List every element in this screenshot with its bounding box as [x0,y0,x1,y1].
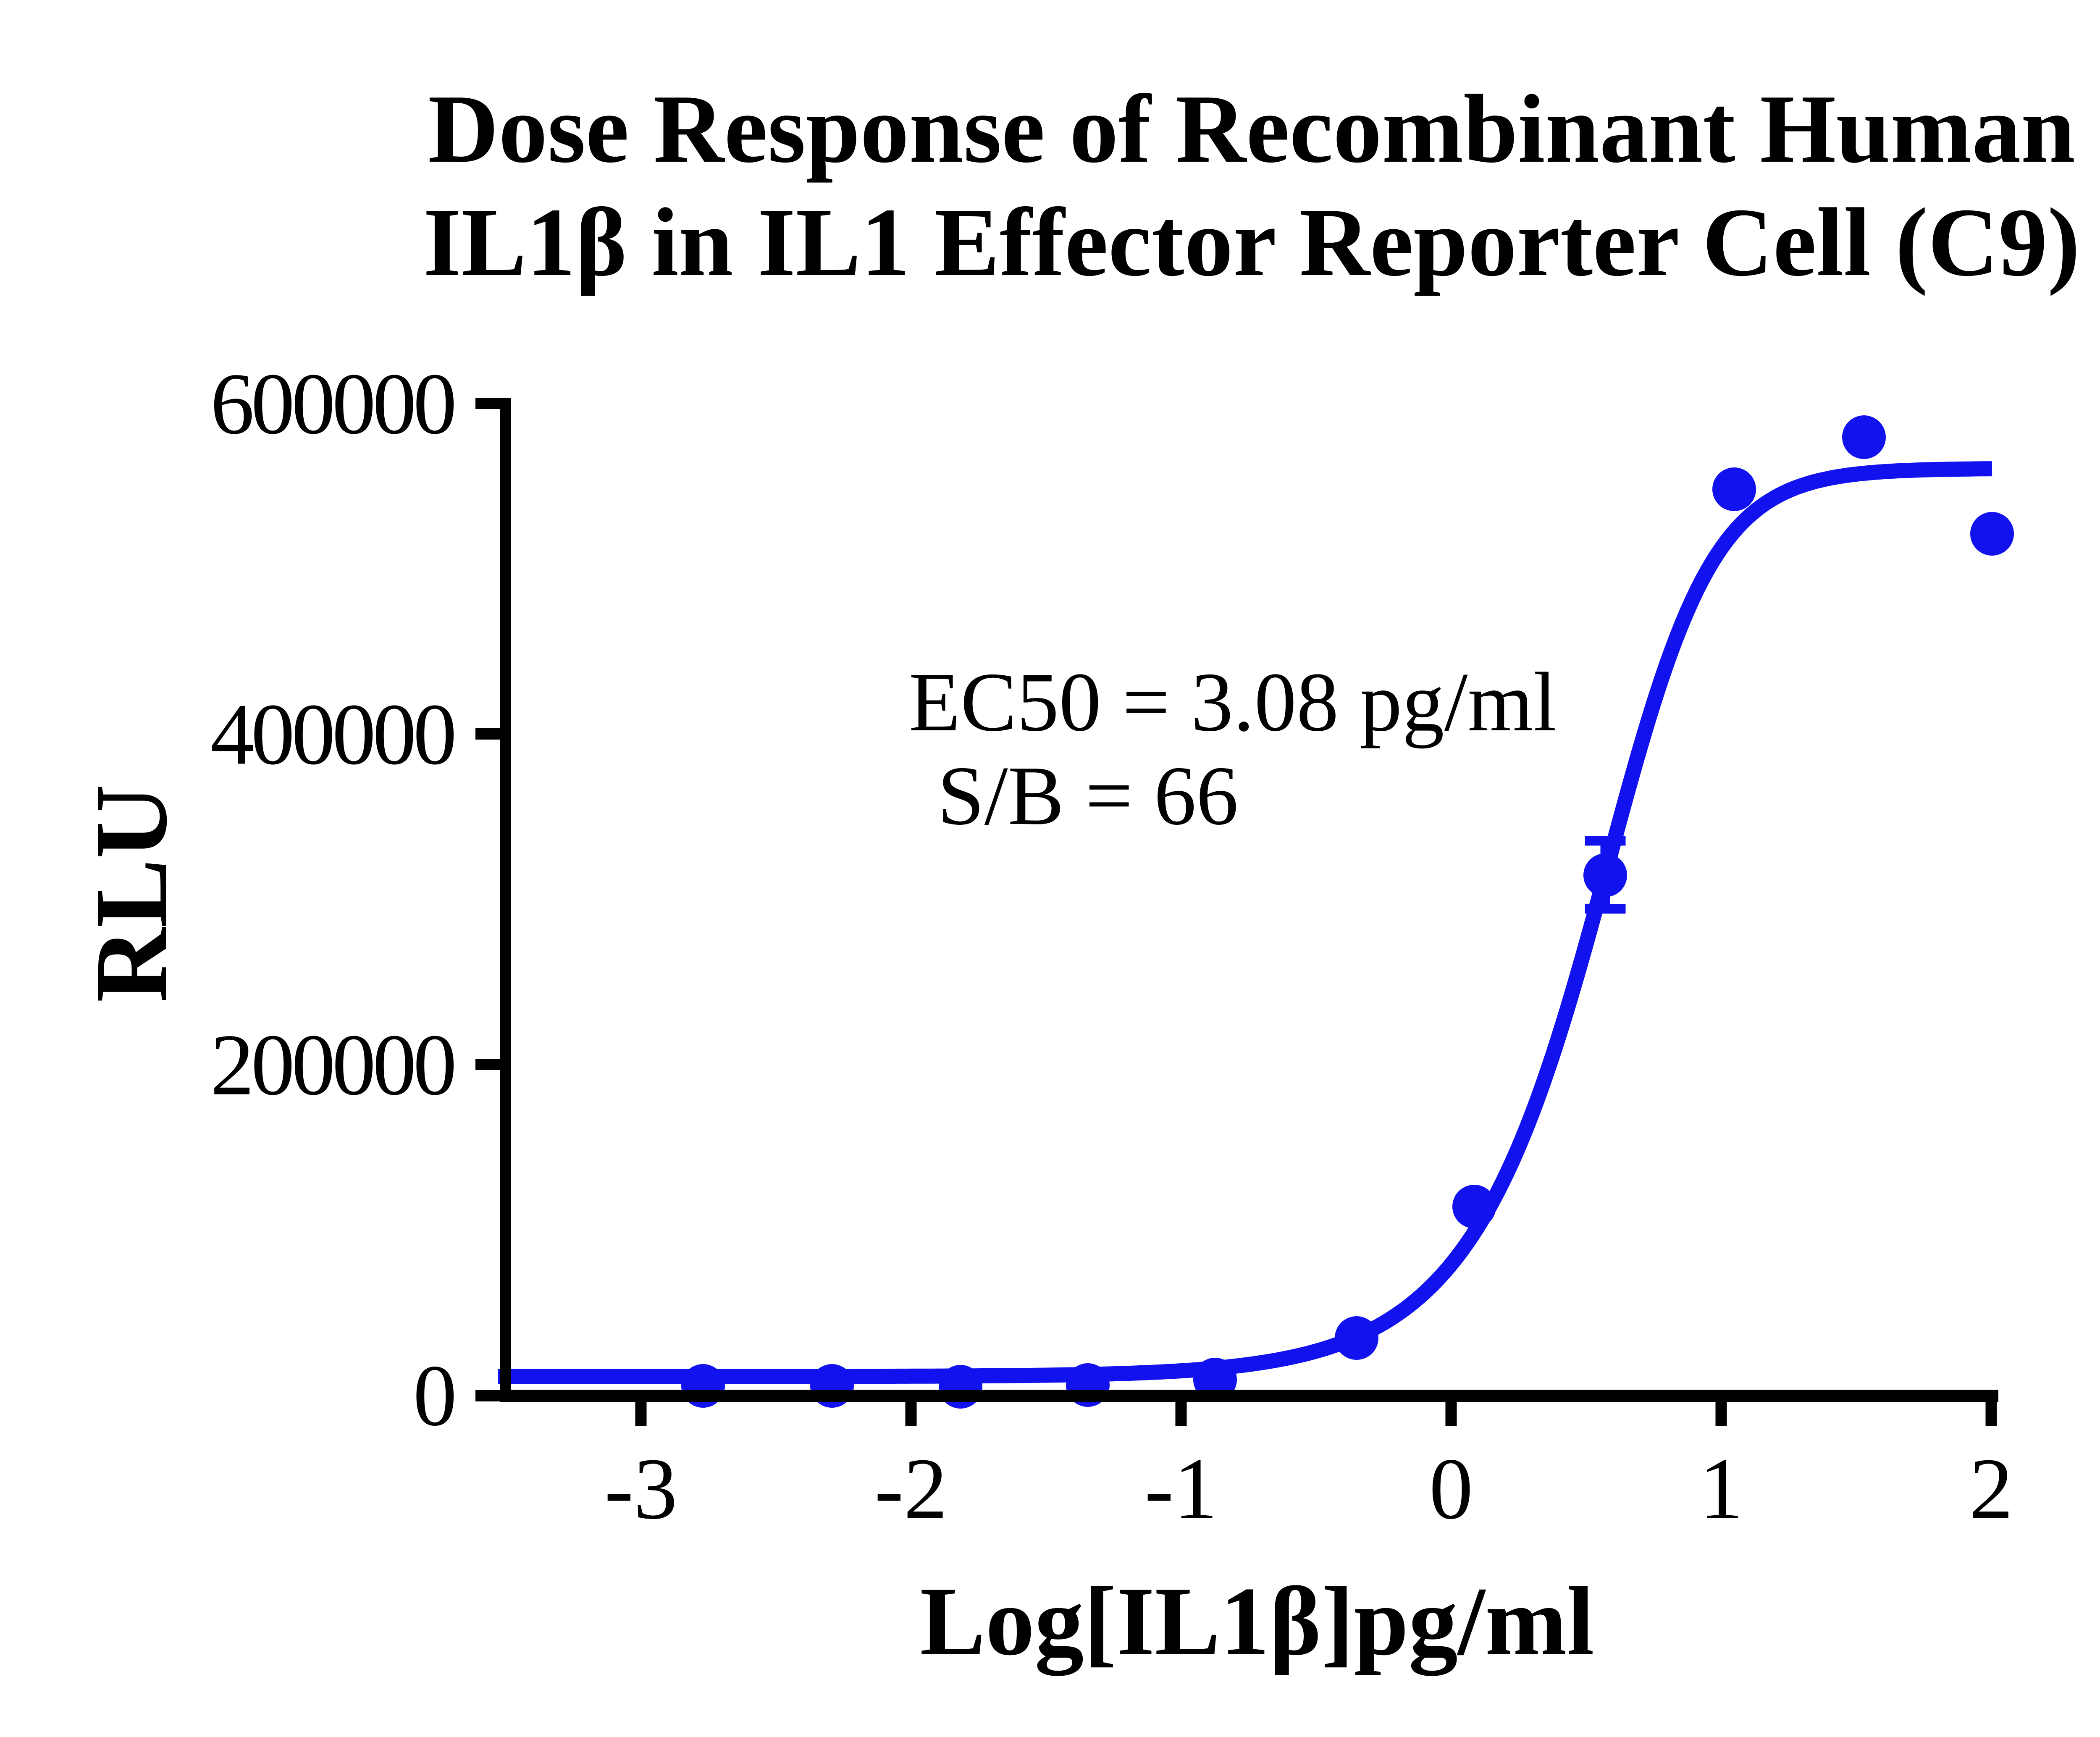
svg-text:RLU: RLU [74,784,189,1002]
svg-text:EC50 = 3.08 pg/ml: EC50 = 3.08 pg/ml [909,656,1557,749]
svg-text:1: 1 [1699,1441,1743,1538]
svg-text:600000: 600000 [210,356,454,453]
svg-text:Dose Response of Recombinant H: Dose Response of Recombinant Human [428,75,2075,183]
svg-text:200000: 200000 [210,1017,454,1114]
svg-text:S/B = 66: S/B = 66 [937,749,1239,842]
svg-text:Log[IL1β]pg/ml: Log[IL1β]pg/ml [920,1566,1594,1676]
svg-text:-2: -2 [874,1441,948,1538]
svg-text:0: 0 [413,1347,454,1444]
svg-text:IL1β in IL1 Effector Reporter: IL1β in IL1 Effector Reporter Cell (C9) [423,188,2080,296]
svg-text:-1: -1 [1144,1441,1218,1538]
svg-text:0: 0 [1429,1441,1473,1538]
svg-text:-3: -3 [604,1441,677,1538]
svg-text:2: 2 [1969,1441,2013,1538]
svg-text:400000: 400000 [210,686,454,783]
